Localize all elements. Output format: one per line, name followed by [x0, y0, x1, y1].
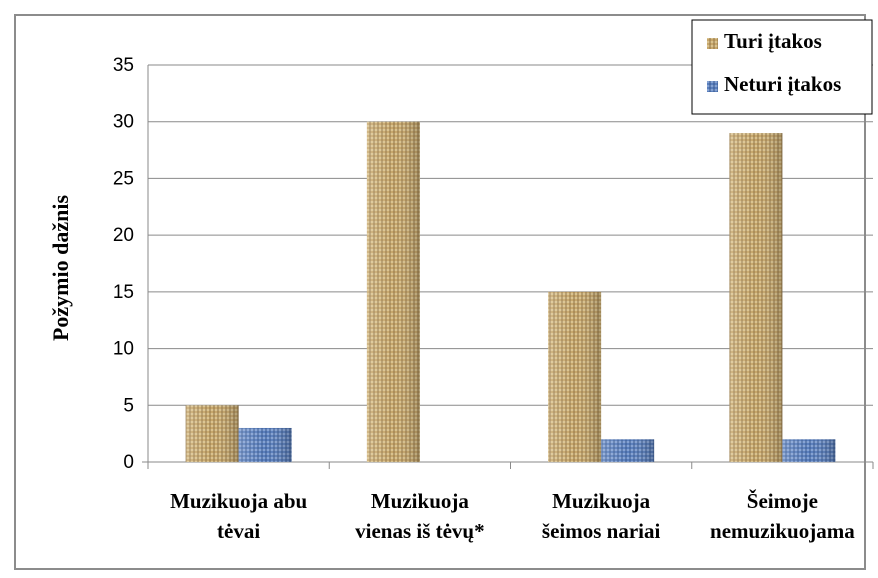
y-tick-label: 5 — [123, 395, 134, 416]
legend-label: Neturi įtakos — [724, 72, 841, 96]
axis-labels: 0 5 10 15 20 25 30 35 Muzikuoja abu tėvai Muzikuoj… — [113, 55, 855, 543]
y-tick-label: 20 — [113, 225, 134, 246]
y-tick-label: 10 — [113, 339, 134, 360]
bar-turi-itakos-1-shade — [185, 405, 239, 462]
x-category-label: tėvai — [217, 519, 260, 543]
bar-neturi-itakos-3-shade — [601, 439, 655, 462]
bar-turi-itakos-2-shade — [366, 121, 420, 462]
legend-box — [691, 19, 873, 115]
legend-swatch — [707, 81, 718, 92]
x-category-label: Šeimoje — [747, 489, 818, 513]
legend: Turi įtakos Neturi įtakos — [691, 19, 873, 115]
legend-swatch — [707, 38, 718, 49]
y-tick-label: 25 — [113, 168, 134, 189]
x-category-label: vienas iš tėvų* — [355, 519, 485, 543]
y-tick-label: 15 — [113, 282, 134, 303]
bar-neturi-itakos-1-shade — [238, 427, 292, 462]
x-category-label: Muzikuoja — [371, 489, 470, 513]
x-category-label: šeimos nariai — [542, 519, 661, 543]
x-category-label: Muzikuoja — [552, 489, 651, 513]
y-tick-label: 0 — [123, 452, 134, 473]
x-category-label: nemuzikuojama — [710, 519, 855, 543]
y-tick-label: 30 — [113, 112, 134, 133]
y-axis-title: Požymio dažnis — [48, 195, 73, 341]
legend-label: Turi įtakos — [724, 29, 822, 53]
bars — [185, 121, 836, 463]
bar-turi-itakos-3-shade — [548, 291, 602, 462]
bar-turi-itakos-4-shade — [729, 133, 783, 463]
bar-neturi-itakos-4-shade — [782, 439, 836, 462]
y-tick-label: 35 — [113, 55, 134, 76]
x-category-label: Muzikuoja abu — [170, 489, 307, 513]
